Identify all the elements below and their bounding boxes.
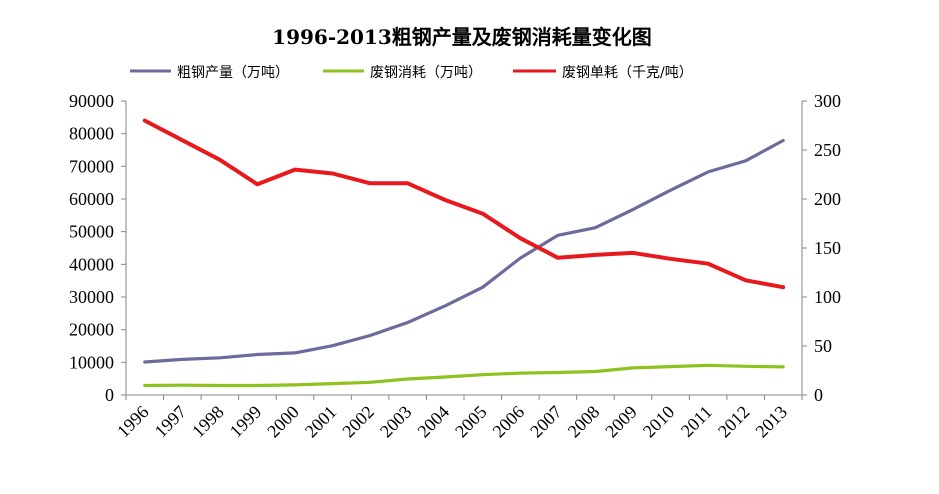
right-tick-label: 50 (814, 336, 832, 356)
right-tick-label: 250 (814, 140, 841, 160)
x-tick-label: 2006 (489, 402, 529, 442)
x-tick-label: 2011 (677, 402, 716, 441)
x-tick-label: 2005 (451, 402, 491, 442)
left-tick-label: 40000 (69, 254, 114, 274)
right-axis-ticks: 0 50 100 150 200 250 300 (802, 91, 841, 405)
left-tick-label: 60000 (69, 189, 114, 209)
right-tick-label: 200 (814, 189, 841, 209)
legend-label-scrap-unit-consumption: 废钢单耗（千克/吨） (562, 65, 693, 81)
axes (125, 101, 803, 396)
x-tick-label: 1996 (113, 402, 153, 442)
left-axis-ticks: 0 10000 20000 30000 40000 50000 60000 70000 8000… (69, 91, 126, 405)
x-tick-label: 2012 (714, 402, 754, 442)
x-tick-label: 1997 (151, 402, 191, 442)
left-tick-label: 50000 (69, 222, 114, 242)
legend-item-scrap-unit-consumption: 废钢单耗（千克/吨） (513, 65, 693, 81)
x-tick-label: 2010 (639, 402, 679, 442)
left-tick-label: 20000 (69, 320, 114, 340)
series-lines (142, 118, 786, 388)
right-tick-label: 150 (814, 238, 841, 258)
x-tick-label: 2000 (263, 402, 303, 442)
legend: 粗钢产量（万吨） 废钢消耗（万吨） 废钢单耗（千克/吨） (130, 65, 693, 81)
right-tick-label: 100 (814, 287, 841, 307)
left-tick-label: 90000 (69, 91, 114, 111)
x-tick-label: 2009 (601, 402, 641, 442)
x-tick-label: 1998 (188, 402, 228, 442)
x-tick-label: 2002 (338, 402, 378, 442)
series-line-2 (142, 118, 786, 290)
x-tick-label: 2008 (564, 402, 604, 442)
x-tick-label: 2007 (526, 402, 566, 442)
x-tick-label: 2003 (376, 402, 416, 442)
left-tick-label: 70000 (69, 156, 114, 176)
left-tick-label: 80000 (69, 124, 114, 144)
legend-label-crude-steel: 粗钢产量（万吨） (177, 65, 289, 81)
legend-label-scrap-consumption: 废钢消耗（万吨） (370, 65, 482, 81)
left-tick-label: 10000 (69, 352, 114, 372)
left-tick-label: 30000 (69, 287, 114, 307)
chart-title: 1996-2013粗钢产量及废钢消耗量变化图 (272, 25, 652, 49)
x-axis-ticks: 1996199719981999200020012002200320042005… (113, 395, 803, 442)
left-tick-label: 0 (105, 385, 114, 405)
legend-item-scrap-consumption: 废钢消耗（万吨） (323, 65, 482, 81)
legend-item-crude-steel: 粗钢产量（万吨） (130, 65, 289, 81)
right-tick-label: 300 (814, 91, 841, 111)
series-line-0 (143, 138, 785, 364)
x-tick-label: 2004 (413, 402, 453, 442)
series-line-1 (143, 363, 785, 388)
right-tick-label: 0 (814, 385, 823, 405)
x-tick-label: 2001 (301, 402, 341, 442)
x-tick-label: 2013 (751, 402, 791, 442)
x-tick-label: 1999 (226, 402, 266, 442)
